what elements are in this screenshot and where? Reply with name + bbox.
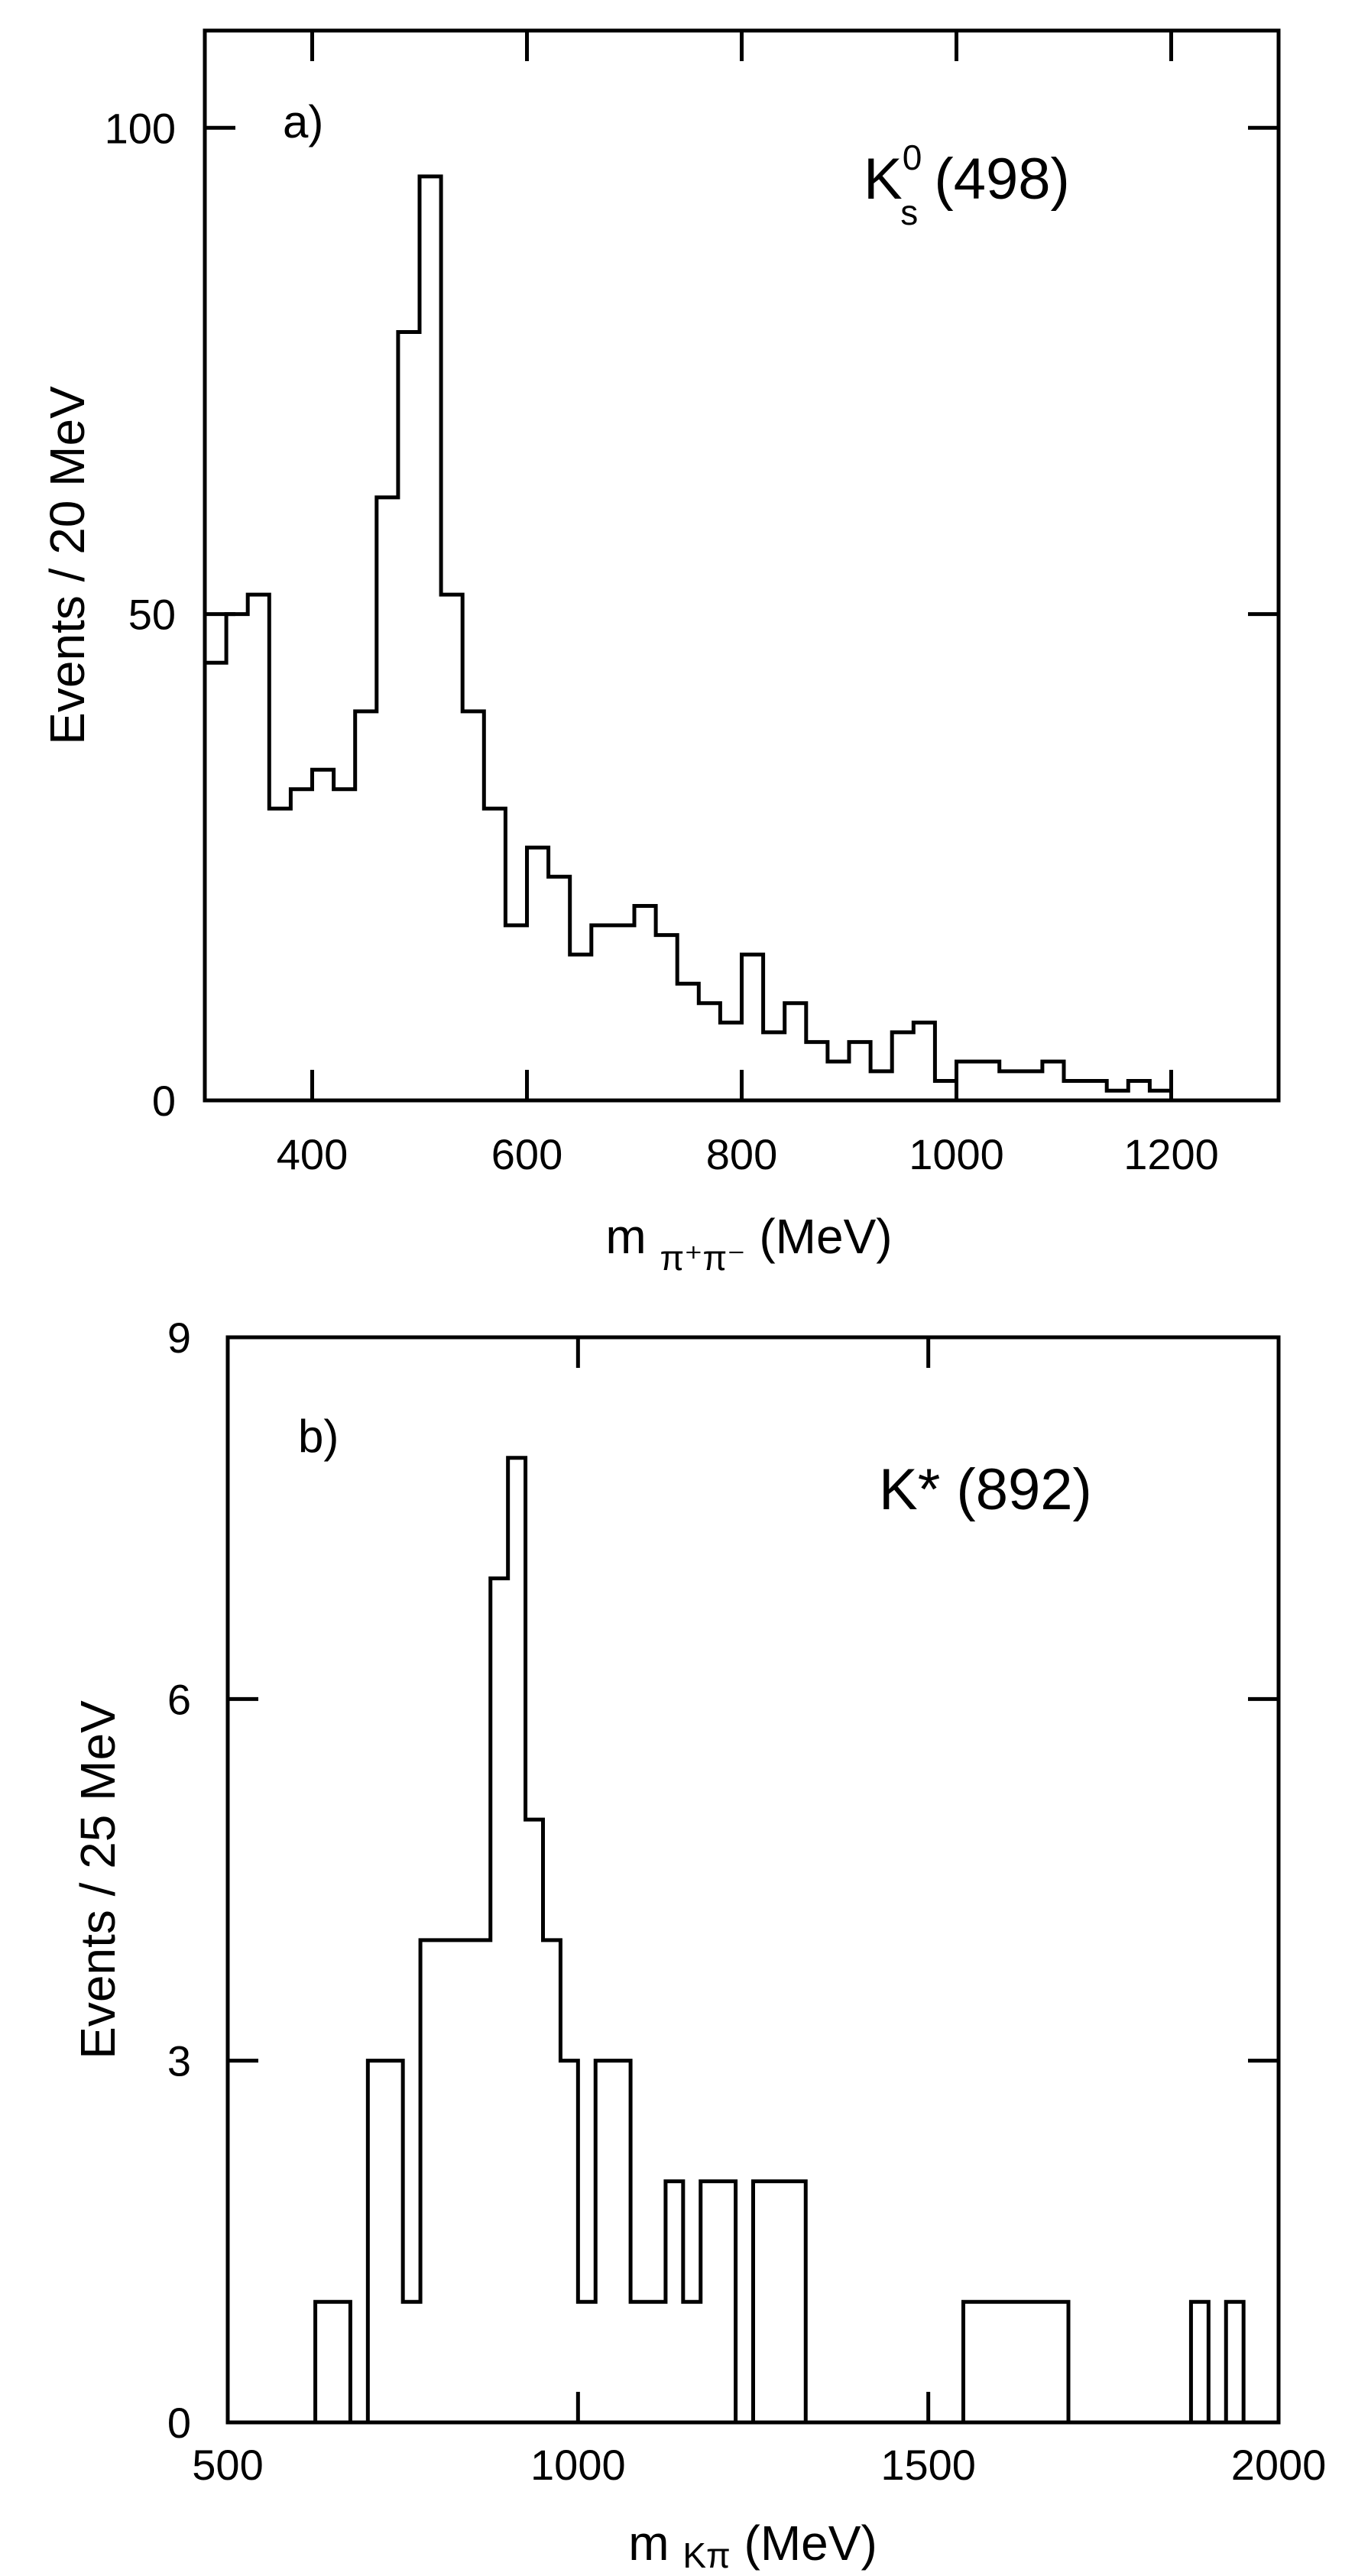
xlabel-b-rest: (MeV): [731, 2516, 877, 2571]
x-tick-label: 1200: [1123, 1130, 1219, 1178]
panel-a-xlabel: m π⁺π⁻ (MeV): [605, 1209, 892, 1278]
panel-b-ticks: [225, 1335, 1281, 2425]
x-tick-label: 1000: [530, 2441, 626, 2489]
panel-a-histogram: [205, 174, 1172, 1093]
y-tick-label: 6: [167, 1675, 191, 1723]
y-tick-label: 0: [167, 2399, 191, 2447]
annot-k-sub: s: [900, 193, 918, 232]
x-tick-label: 2000: [1231, 2441, 1327, 2489]
xlabel-a-rest: (MeV): [746, 1209, 893, 1264]
panel-b-histogram: [313, 1456, 1246, 2422]
x-tick-label: 1500: [880, 2441, 976, 2489]
y-tick-label: 0: [152, 1077, 176, 1125]
panel-b-label: b): [298, 1411, 339, 1462]
panel-a-frame: [203, 28, 1281, 1103]
y-tick-label: 100: [105, 104, 176, 152]
y-tick-label: 50: [128, 591, 176, 639]
panel-a-ylabel: Events / 20 MeV: [40, 386, 95, 745]
x-tick-label: 1000: [909, 1130, 1004, 1178]
y-tick-label: 9: [167, 1314, 191, 1362]
panel-b-xlabel: m Kπ (MeV): [628, 2516, 877, 2575]
panel-a-label: a): [283, 96, 323, 147]
annot-k-sup: 0: [903, 138, 922, 177]
panel-b-tick-labels: 500 1000 1500 2000 0 3 6 9: [167, 1314, 1326, 2489]
x-tick-label: 400: [277, 1130, 348, 1178]
panel-b-annotation: K* (892): [879, 1457, 1092, 1522]
x-tick-label: 500: [192, 2441, 263, 2489]
panel-b-chart: 500 1000 1500 2000 0 3 6 9 b) K* (892) m Kπ (Me…: [70, 1314, 1326, 2575]
xlabel-a-main: m: [605, 1209, 660, 1264]
x-tick-label: 600: [491, 1130, 562, 1178]
panel-a-tick-labels: 400 600 800 1000 1200 0 50 100: [105, 104, 1219, 1178]
panel-a-ticks: [205, 31, 1279, 1103]
xlabel-b-sub: Kπ: [682, 2535, 730, 2575]
panel-b-ylabel: Events / 25 MeV: [70, 1700, 125, 2059]
y-tick-label: 3: [167, 2037, 191, 2085]
xlabel-a-sub: π⁺π⁻: [660, 1238, 746, 1278]
xlabel-b-main: m: [628, 2516, 682, 2571]
panel-a-annotation: K0 s (498): [864, 138, 1070, 232]
x-tick-label: 800: [706, 1130, 777, 1178]
annot-k-rest: (498): [918, 147, 1070, 212]
annot-k: K: [864, 147, 903, 212]
